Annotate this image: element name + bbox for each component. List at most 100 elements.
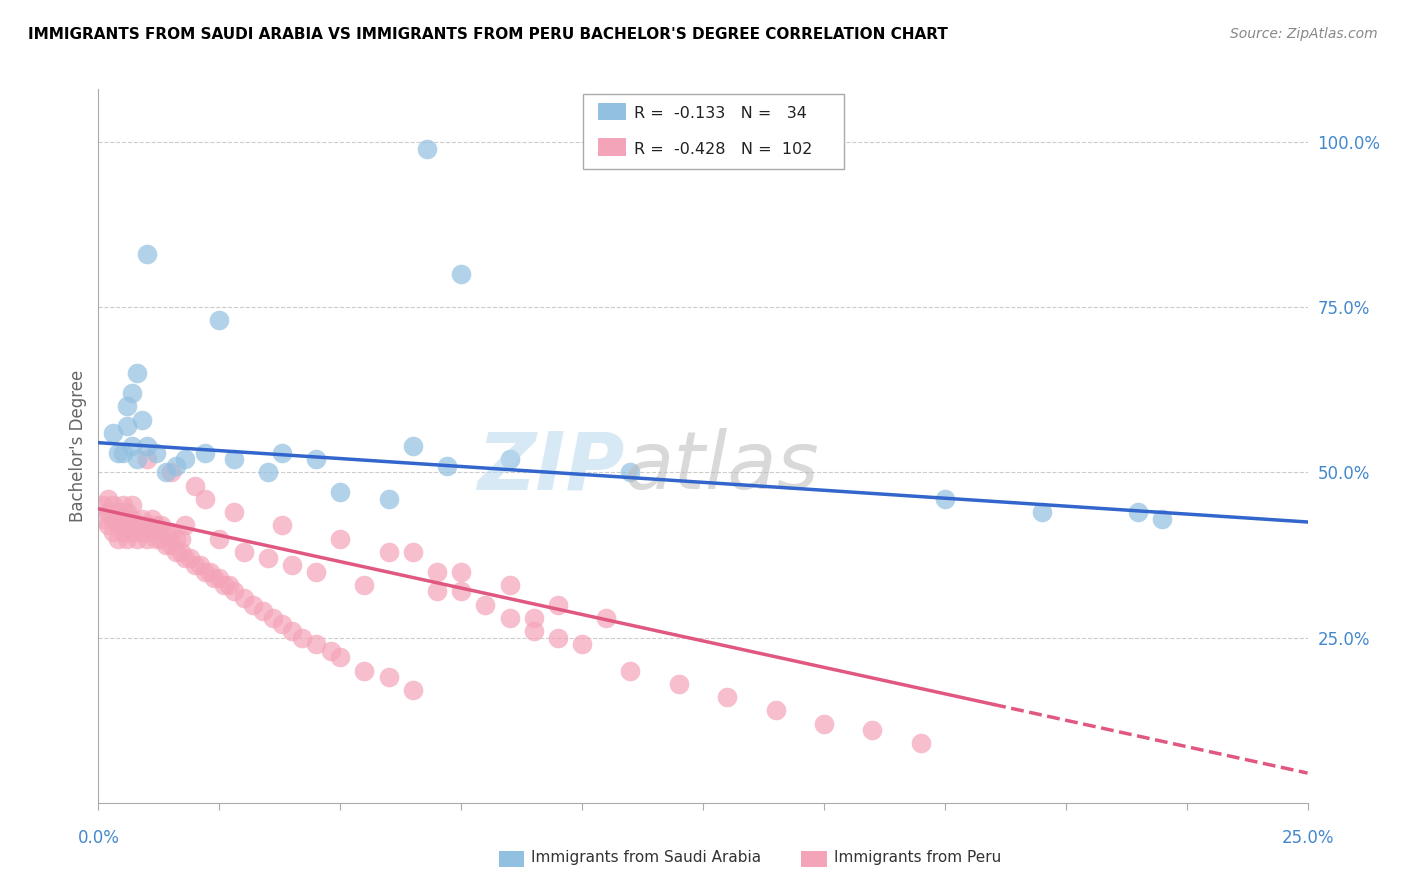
Point [184, 558, 207, 572]
Point [174, 452, 197, 467]
Point [97, 518, 120, 533]
Point [194, 445, 217, 459]
Point [595, 611, 617, 625]
Point [208, 571, 231, 585]
Point [474, 598, 496, 612]
Point [111, 445, 134, 459]
Point [121, 386, 143, 401]
Point [353, 664, 375, 678]
Point [131, 412, 153, 426]
Point [436, 458, 458, 473]
Point [271, 617, 294, 632]
Point [135, 439, 157, 453]
Point [329, 650, 352, 665]
Point [117, 518, 139, 533]
Point [222, 584, 245, 599]
Point [1128, 505, 1150, 519]
Point [208, 313, 231, 327]
Point [498, 578, 520, 592]
Point [107, 505, 129, 519]
Point [135, 452, 157, 467]
Point [141, 511, 163, 525]
Point [135, 518, 157, 533]
Point [179, 551, 201, 566]
Point [271, 518, 294, 533]
Point [402, 545, 425, 559]
Point [934, 491, 956, 506]
Point [117, 505, 139, 519]
Point [117, 419, 139, 434]
Point [222, 452, 245, 467]
Point [571, 637, 593, 651]
Point [450, 267, 472, 281]
Text: R =  -0.133   N =   34: R = -0.133 N = 34 [634, 106, 807, 121]
Point [155, 524, 177, 539]
Y-axis label: Bachelor's Degree: Bachelor's Degree [69, 370, 87, 522]
Point [91, 511, 114, 525]
Point [121, 499, 143, 513]
Text: R =  -0.428   N =  102: R = -0.428 N = 102 [634, 142, 813, 157]
Point [1152, 511, 1174, 525]
Point [107, 518, 129, 533]
Text: Source: ZipAtlas.com: Source: ZipAtlas.com [1230, 27, 1378, 41]
Point [377, 491, 399, 506]
Point [141, 524, 163, 539]
Point [150, 532, 173, 546]
Point [523, 624, 546, 638]
Point [155, 538, 177, 552]
Text: IMMIGRANTS FROM SAUDI ARABIA VS IMMIGRANTS FROM PERU BACHELOR'S DEGREE CORRELATI: IMMIGRANTS FROM SAUDI ARABIA VS IMMIGRAN… [28, 27, 948, 42]
Point [256, 551, 278, 566]
Point [169, 545, 191, 559]
Point [910, 736, 932, 750]
Point [145, 445, 167, 459]
Text: atlas: atlas [624, 428, 820, 507]
Point [305, 565, 328, 579]
Point [426, 565, 449, 579]
Point [232, 591, 254, 605]
Point [127, 532, 149, 546]
Point [204, 571, 226, 585]
Point [117, 400, 139, 414]
Point [97, 505, 120, 519]
Point [450, 584, 472, 599]
Point [194, 491, 217, 506]
Point [329, 532, 352, 546]
Point [198, 565, 221, 579]
Point [111, 511, 134, 525]
Point [242, 598, 264, 612]
Point [281, 624, 304, 638]
Point [188, 558, 211, 572]
Point [450, 565, 472, 579]
Point [498, 452, 520, 467]
Point [194, 565, 217, 579]
Point [117, 532, 139, 546]
Point [319, 644, 342, 658]
Point [165, 458, 187, 473]
Point [111, 499, 134, 513]
Point [619, 466, 641, 480]
Point [174, 551, 197, 566]
Point [160, 466, 183, 480]
Point [402, 439, 425, 453]
Point [208, 532, 231, 546]
Point [174, 518, 197, 533]
Point [121, 439, 143, 453]
Point [252, 604, 274, 618]
Point [145, 532, 167, 546]
Point [127, 367, 149, 381]
Point [547, 598, 569, 612]
Point [107, 445, 129, 459]
Point [150, 518, 173, 533]
Point [402, 683, 425, 698]
Point [155, 466, 177, 480]
Point [212, 578, 235, 592]
Point [329, 485, 352, 500]
Point [121, 511, 143, 525]
Point [218, 578, 240, 592]
Text: 25.0%: 25.0% [1281, 829, 1334, 847]
Text: ZIP: ZIP [477, 428, 624, 507]
Point [1031, 505, 1053, 519]
Point [127, 452, 149, 467]
Point [262, 611, 284, 625]
Point [290, 631, 312, 645]
